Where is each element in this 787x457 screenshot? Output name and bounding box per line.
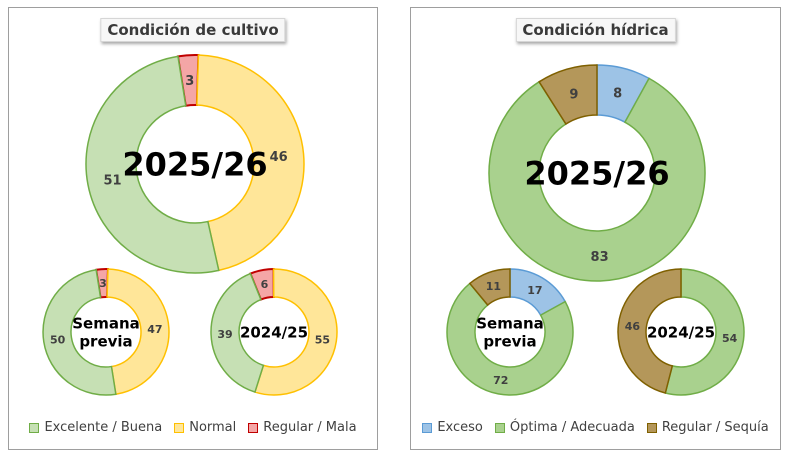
center-label-2-line-0: 2024/25 [647, 323, 715, 341]
data-label-optima_adecuada-1: 72 [493, 374, 508, 387]
crop-condition-legend: Excelente / Buena Normal Regular / Mala [9, 420, 377, 435]
data-label-optima_adecuada-0: 83 [591, 250, 609, 265]
data-label-regular_sequia-1: 11 [486, 280, 501, 293]
legend-item-exceso: Exceso [422, 420, 483, 435]
slice-regular_sequia-2 [617, 268, 682, 394]
slice-optima_adecuada-1 [446, 282, 574, 396]
legend-label-excelente_buena: Excelente / Buena [44, 420, 163, 435]
legend-swatch-optima_adecuada [494, 422, 505, 433]
center-label-2-line-0: 2024/25 [240, 323, 308, 341]
center-label-1-line-0: Semana [476, 314, 544, 332]
slice-optima_adecuada-0 [488, 77, 706, 282]
data-label-regular_mala-1: 3 [99, 277, 107, 290]
data-label-regular_mala-2: 6 [261, 278, 269, 291]
data-label-normal-1: 47 [147, 323, 162, 336]
center-label-1-line-1: previa [483, 332, 536, 350]
data-label-normal-0: 46 [270, 150, 288, 165]
legend-swatch-regular_mala [248, 422, 259, 433]
legend-item-regular_sequia: Regular / Sequía [646, 420, 769, 435]
data-label-excelente_buena-2: 39 [217, 328, 232, 341]
data-label-regular_mala-0: 3 [185, 74, 194, 89]
water-condition-title: Condición hídrica [515, 18, 676, 42]
legend-swatch-regular_sequia [646, 422, 657, 433]
data-label-regular_sequia-2: 46 [625, 320, 641, 333]
water-condition-panel: Condición hídrica 8 83 9 2025/26 17 72 11 Seman… [410, 7, 781, 450]
legend-label-optima_adecuada: Óptima / Adecuada [509, 420, 635, 435]
legend-label-exceso: Exceso [437, 420, 483, 435]
legend-item-regular_mala: Regular / Mala [248, 420, 357, 435]
data-label-normal-2: 55 [315, 333, 330, 346]
center-label-0-line-0: 2025/26 [524, 155, 669, 193]
slice-regular_sequia-1 [468, 268, 511, 307]
data-label-exceso-0: 8 [613, 87, 622, 102]
slice-regular_sequia-0 [538, 64, 598, 126]
data-label-optima_adecuada-2: 54 [722, 332, 738, 345]
legend-swatch-exceso [422, 422, 433, 433]
legend-label-normal: Normal [189, 420, 237, 435]
slice-normal-1 [106, 268, 170, 396]
data-label-excelente_buena-0: 51 [103, 174, 121, 189]
legend-item-optima_adecuada: Óptima / Adecuada [494, 420, 635, 435]
data-label-regular_sequia-0: 9 [569, 87, 578, 102]
slice-excelente_buena-1 [42, 268, 117, 396]
center-label-1-line-1: previa [79, 332, 132, 350]
slice-excelente_buena-2 [210, 272, 265, 393]
data-label-excelente_buena-1: 50 [50, 334, 66, 347]
slice-normal-0 [196, 54, 305, 272]
slice-normal-2 [254, 268, 338, 396]
water-condition-legend: Exceso Óptima / Adecuada Regular / Sequía [411, 420, 780, 435]
legend-swatch-excelente_buena [29, 422, 40, 433]
legend-swatch-normal [174, 422, 185, 433]
legend-item-normal: Normal [174, 420, 236, 435]
center-label-1-line-0: Semana [72, 314, 140, 332]
legend-label-regular_sequia: Regular / Sequía [661, 420, 769, 435]
data-label-exceso-1: 17 [527, 284, 542, 297]
slice-optima_adecuada-2 [664, 268, 745, 396]
crop-condition-title: Condición de cultivo [100, 18, 286, 42]
slice-excelente_buena-0 [85, 55, 220, 274]
center-label-0-line-0: 2025/26 [122, 146, 267, 184]
legend-label-regular_mala: Regular / Mala [263, 420, 357, 435]
legend-item-excelente_buena: Excelente / Buena [29, 420, 162, 435]
crop-condition-panel: Condición de cultivo 3 46 51 2025/26 3 47 50 Se… [8, 7, 378, 450]
